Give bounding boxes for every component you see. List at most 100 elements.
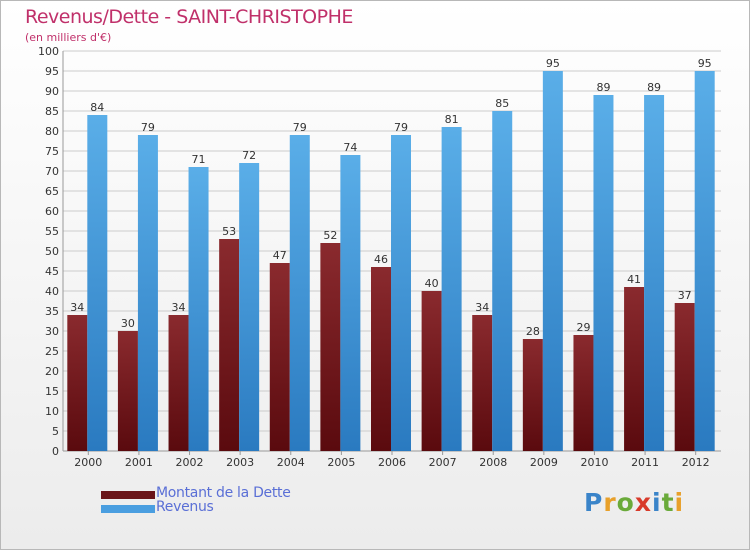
y-tick-label: 35 xyxy=(45,305,59,318)
chart-title: Revenus/Dette - SAINT-CHRISTOPHE xyxy=(25,6,353,28)
data-label: 84 xyxy=(90,101,104,114)
y-tick-label: 30 xyxy=(45,325,59,338)
data-label: 47 xyxy=(273,249,287,262)
y-tick-label: 5 xyxy=(52,425,59,438)
x-tick-label: 2005 xyxy=(327,456,355,469)
y-tick-label: 40 xyxy=(45,285,59,298)
legend-label-revenus: Revenus xyxy=(156,499,214,515)
bar-revenus xyxy=(289,135,310,451)
x-tick-label: 2002 xyxy=(176,456,204,469)
bar-revenus xyxy=(593,95,614,451)
x-tick-label: 2010 xyxy=(580,456,608,469)
data-label: 34 xyxy=(475,301,489,314)
x-tick-label: 2003 xyxy=(226,456,254,469)
bar-dette xyxy=(674,303,695,451)
x-tick-label: 2008 xyxy=(479,456,507,469)
data-label: 89 xyxy=(596,81,610,94)
x-tick-label: 2012 xyxy=(682,456,710,469)
data-label: 37 xyxy=(678,289,692,302)
bar-dette xyxy=(624,287,645,451)
data-label: 89 xyxy=(647,81,661,94)
x-tick-label: 2006 xyxy=(378,456,406,469)
y-tick-label: 10 xyxy=(45,405,59,418)
legend-label-dette: Montant de la Dette xyxy=(156,485,291,501)
y-tick-label: 65 xyxy=(45,185,59,198)
data-label: 53 xyxy=(222,225,236,238)
bar-revenus xyxy=(137,135,158,451)
data-label: 29 xyxy=(576,321,590,334)
y-tick-label: 50 xyxy=(45,245,59,258)
logo-letter: x xyxy=(634,488,652,517)
x-tick-label: 2001 xyxy=(125,456,153,469)
data-label: 34 xyxy=(70,301,84,314)
y-tick-label: 70 xyxy=(45,165,59,178)
y-tick-label: 85 xyxy=(45,105,59,118)
bar-dette xyxy=(67,315,88,451)
data-label: 81 xyxy=(445,113,459,126)
x-tick-label: 2004 xyxy=(277,456,305,469)
data-label: 95 xyxy=(698,57,712,70)
bar-dette xyxy=(168,315,189,451)
x-tick-label: 2009 xyxy=(530,456,558,469)
logo-letter: o xyxy=(616,488,635,517)
y-tick-label: 90 xyxy=(45,85,59,98)
logo-letter: i xyxy=(674,488,685,517)
data-label: 46 xyxy=(374,253,388,266)
logo-letter: r xyxy=(603,488,617,517)
legend-swatch-dette xyxy=(101,491,155,499)
y-tick-label: 25 xyxy=(45,345,59,358)
data-label: 71 xyxy=(192,153,206,166)
data-label: 85 xyxy=(495,97,509,110)
y-tick-label: 0 xyxy=(52,445,59,458)
bar-revenus xyxy=(391,135,411,451)
y-tick-label: 60 xyxy=(45,205,59,218)
data-label: 72 xyxy=(242,149,256,162)
bar-revenus xyxy=(340,155,361,451)
y-tick-label: 80 xyxy=(45,125,59,138)
data-label: 79 xyxy=(293,121,307,134)
data-label: 40 xyxy=(425,277,439,290)
data-label: 95 xyxy=(546,57,560,70)
bar-revenus xyxy=(87,115,108,451)
data-label: 79 xyxy=(141,121,155,134)
bar-revenus xyxy=(239,163,260,451)
y-tick-label: 95 xyxy=(45,65,59,78)
data-label: 52 xyxy=(323,229,337,242)
bar-revenus xyxy=(188,167,209,451)
bar-revenus xyxy=(441,127,462,451)
logo-letter: i xyxy=(652,488,662,517)
bar-dette xyxy=(573,335,594,451)
bar-revenus xyxy=(644,95,665,451)
bar-revenus xyxy=(694,71,715,451)
bar-dette xyxy=(269,263,290,451)
x-tick-label: 2007 xyxy=(429,456,457,469)
y-tick-label: 15 xyxy=(45,385,59,398)
y-tick-label: 100 xyxy=(38,45,59,58)
proxiti-logo: Proxiti xyxy=(584,488,684,517)
bar-revenus xyxy=(542,71,563,451)
y-tick-label: 75 xyxy=(45,145,59,158)
y-tick-label: 55 xyxy=(45,225,59,238)
bar-dette xyxy=(219,239,240,451)
chart-subtitle: (en milliers d'€) xyxy=(25,31,112,44)
bar-dette xyxy=(421,291,442,451)
x-tick-label: 2000 xyxy=(74,456,102,469)
bar-dette xyxy=(472,315,493,451)
data-label: 79 xyxy=(394,121,408,134)
y-tick-label: 45 xyxy=(45,265,59,278)
data-label: 74 xyxy=(343,141,357,154)
data-label: 41 xyxy=(627,273,641,286)
bar-revenus xyxy=(492,111,513,451)
logo-letter: P xyxy=(584,488,604,517)
bar-dette xyxy=(371,267,391,451)
x-tick-label: 2011 xyxy=(631,456,659,469)
legend-swatch-revenus xyxy=(101,505,155,513)
data-label: 28 xyxy=(526,325,540,338)
bar-dette xyxy=(320,243,341,451)
bar-dette xyxy=(117,331,138,451)
logo-letter: t xyxy=(661,488,675,517)
y-tick-label: 20 xyxy=(45,365,59,378)
bar-dette xyxy=(522,339,543,451)
